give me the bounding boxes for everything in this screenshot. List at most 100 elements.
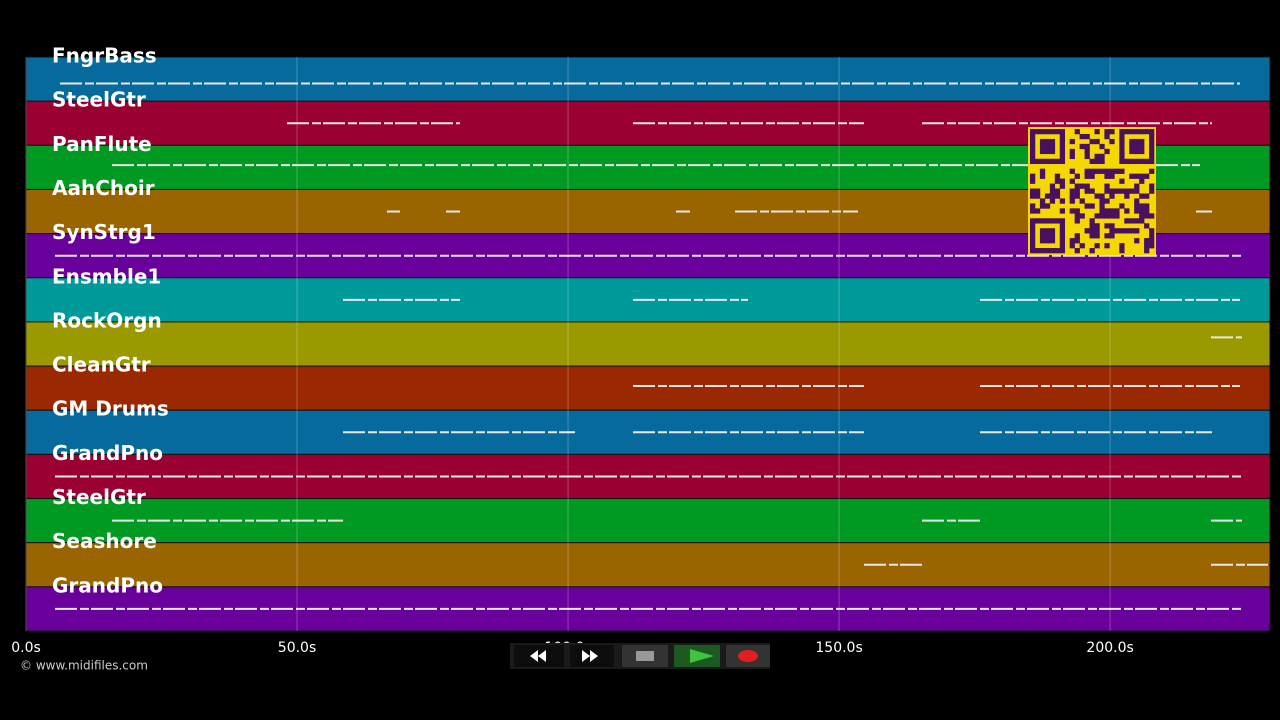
track-name: AahChoir [52,176,155,200]
qr-module [1119,143,1125,150]
qr-module [1049,248,1056,254]
qr-module [1149,238,1155,244]
qr-module [1084,168,1090,174]
track-name: Ensmble1 [52,264,161,288]
qr-module [1124,208,1130,214]
qr-module [1099,203,1105,209]
qr-module [1149,168,1155,174]
qr-module [1039,203,1046,209]
qr-module [1039,138,1046,145]
qr-module [1030,193,1036,199]
qr-module [1109,129,1115,135]
qr-module [1099,213,1105,219]
tick-label: 0.0s [11,640,41,656]
qr-module [1149,228,1155,234]
qr-module [1030,243,1036,249]
qr-modules [1030,129,1155,254]
track-row [25,56,1271,102]
qr-module [1069,138,1075,145]
qr-module [1030,143,1036,150]
qr-module [1129,188,1135,194]
qr-module [1049,143,1056,150]
qr-module [1054,188,1061,194]
qr-module [1139,129,1145,135]
qr-module [1069,188,1075,194]
track-row [25,321,1271,367]
qr-module [1039,173,1046,179]
qr-module [1109,228,1115,234]
qr-module [1059,133,1066,140]
qr-module [1039,198,1046,204]
qr-module [1030,138,1036,145]
qr-module [1049,193,1056,199]
qr-module [1119,138,1125,145]
qr-module [1054,158,1061,165]
qr-module [1079,213,1085,219]
qr-module [1039,248,1046,254]
qr-module [1094,129,1100,135]
qr-module [1030,129,1036,135]
qr-module [1104,213,1110,219]
tick-label: 150.0s [815,640,862,656]
qr-module [1069,238,1075,244]
qr-module [1134,208,1140,214]
qr-module [1030,248,1036,254]
qr-module [1049,158,1056,165]
qr-module [1059,138,1066,145]
track-name: GM Drums [52,397,169,421]
qr-module [1054,178,1061,184]
qr-module [1149,153,1155,160]
qr-module [1074,248,1080,254]
qr-module [1059,178,1066,184]
qr-module [1139,213,1145,219]
qr-module [1059,143,1066,150]
qr-module [1099,208,1105,214]
qr-module [1039,143,1046,150]
qr-module [1030,178,1036,184]
qr-module [1069,148,1075,155]
qr-module [1059,223,1066,229]
qr-module [1134,143,1140,150]
qr-module [1104,173,1110,179]
qr-module [1144,238,1150,244]
qr-module [1094,153,1100,160]
qr-module [1139,193,1145,199]
qr-module [1119,228,1125,234]
qr-module [1030,158,1036,165]
qr-module [1134,148,1140,155]
qr-module [1044,138,1051,145]
qr-module [1109,193,1115,199]
track-name: SteelGtr [52,88,146,112]
qr-module [1044,158,1051,165]
qr-module [1089,138,1095,145]
qr-module [1144,223,1150,229]
qr-module [1059,129,1066,135]
qr-module [1074,183,1080,189]
qr-module [1104,198,1110,204]
qr-module [1144,203,1150,209]
qr-module [1104,223,1110,229]
qr-module [1134,138,1140,145]
qr-module [1030,218,1036,224]
qr-module [1069,153,1075,160]
qr-module [1079,243,1085,249]
qr-module [1069,168,1075,174]
track-name: GrandPno [52,441,163,465]
track-name: SteelGtr [52,485,146,509]
qr-module [1049,183,1056,189]
qr-module [1059,218,1066,224]
qr-module [1124,188,1130,194]
qr-module [1074,238,1080,244]
qr-module [1124,129,1130,135]
qr-module [1059,183,1066,189]
qr-module [1059,233,1066,239]
qr-module [1124,228,1130,234]
qr-module [1119,153,1125,160]
qr-module [1044,193,1051,199]
qr-module [1030,173,1036,179]
track-name: RockOrgn [52,308,162,332]
qr-module [1049,218,1056,224]
qr-module [1099,143,1105,150]
qr-module [1109,173,1115,179]
qr-module [1059,198,1066,204]
